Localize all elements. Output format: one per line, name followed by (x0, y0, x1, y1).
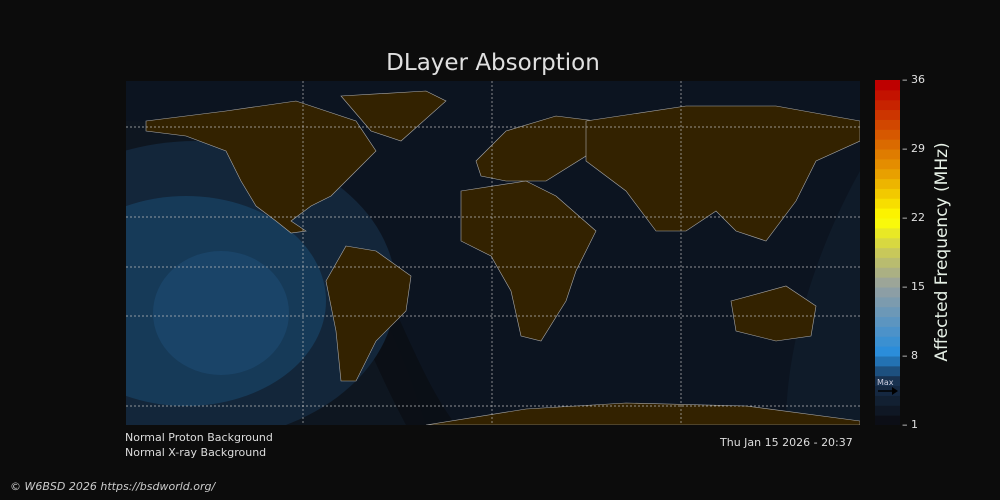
colorbar-segment (875, 336, 900, 347)
chart-title: DLayer Absorption (386, 50, 600, 76)
colorbar-tick: – 1 (902, 418, 918, 431)
colorbar-segment (875, 218, 900, 229)
graticule (126, 81, 860, 425)
colorbar-segment (875, 237, 900, 249)
australia (730, 285, 817, 342)
colorbar-segment (875, 119, 900, 130)
colorbar-segment (875, 129, 900, 140)
colorbar-segment (875, 80, 900, 91)
colorbar-segment (875, 188, 900, 199)
colorbar-segment (875, 247, 900, 258)
colorbar-tick: – 8 (902, 349, 918, 362)
colorbar-segment (875, 267, 900, 278)
colorbar-segment (875, 395, 900, 406)
colorbar-segment (875, 346, 900, 357)
night-band-right (786, 171, 860, 425)
asia (585, 105, 860, 242)
colorbar-segment (875, 158, 900, 170)
africa (460, 180, 597, 342)
north-america (145, 100, 377, 234)
colorbar-segment (875, 208, 900, 219)
colorbar-tick: – 22 (902, 211, 925, 224)
colorbar-segment (875, 415, 900, 425)
colorbar-segment (875, 99, 900, 111)
absorption-core (153, 251, 289, 375)
colorbar-segment (875, 227, 900, 239)
colorbar-segment (875, 296, 900, 308)
colorbar-tick: – 29 (902, 142, 925, 155)
colorbar-segment (875, 405, 900, 416)
colorbar-segment (875, 365, 900, 377)
colorbar-segment (875, 287, 900, 298)
colorbar-segment (875, 178, 900, 189)
colorbar-segment (875, 198, 900, 209)
colorbar-segment (875, 326, 900, 337)
world-map (126, 81, 860, 425)
footer-copyright: © W6BSD 2026 https://bsdworld.org/ (10, 480, 216, 493)
greenland (340, 90, 447, 142)
colorbar-segment (875, 109, 900, 120)
colorbar-segment (875, 277, 900, 288)
max-marker-label: Max (877, 378, 894, 387)
timestamp: Thu Jan 15 2026 - 20:37 (720, 436, 853, 449)
colorbar-tick: – 15 (902, 280, 925, 293)
colorbar-label: Affected Frequency (MHz) (932, 142, 952, 362)
colorbar-segment (875, 89, 900, 101)
colorbar-segment (875, 149, 900, 160)
xray-status: Normal X-ray Background (125, 446, 267, 459)
colorbar-segment (875, 168, 900, 180)
colorbar (875, 80, 900, 425)
colorbar-segment (875, 306, 900, 318)
colorbar-tick: – 36 (902, 73, 925, 86)
colorbar-segment (875, 139, 900, 150)
land (145, 90, 860, 425)
colorbar-segment (875, 257, 900, 268)
max-arrow-icon (878, 387, 898, 395)
colorbar-segment (875, 356, 900, 367)
proton-status: Normal Proton Background (125, 431, 273, 444)
colorbar-segment (875, 375, 900, 387)
south-america (325, 245, 412, 382)
colorbar-segment (875, 316, 900, 327)
